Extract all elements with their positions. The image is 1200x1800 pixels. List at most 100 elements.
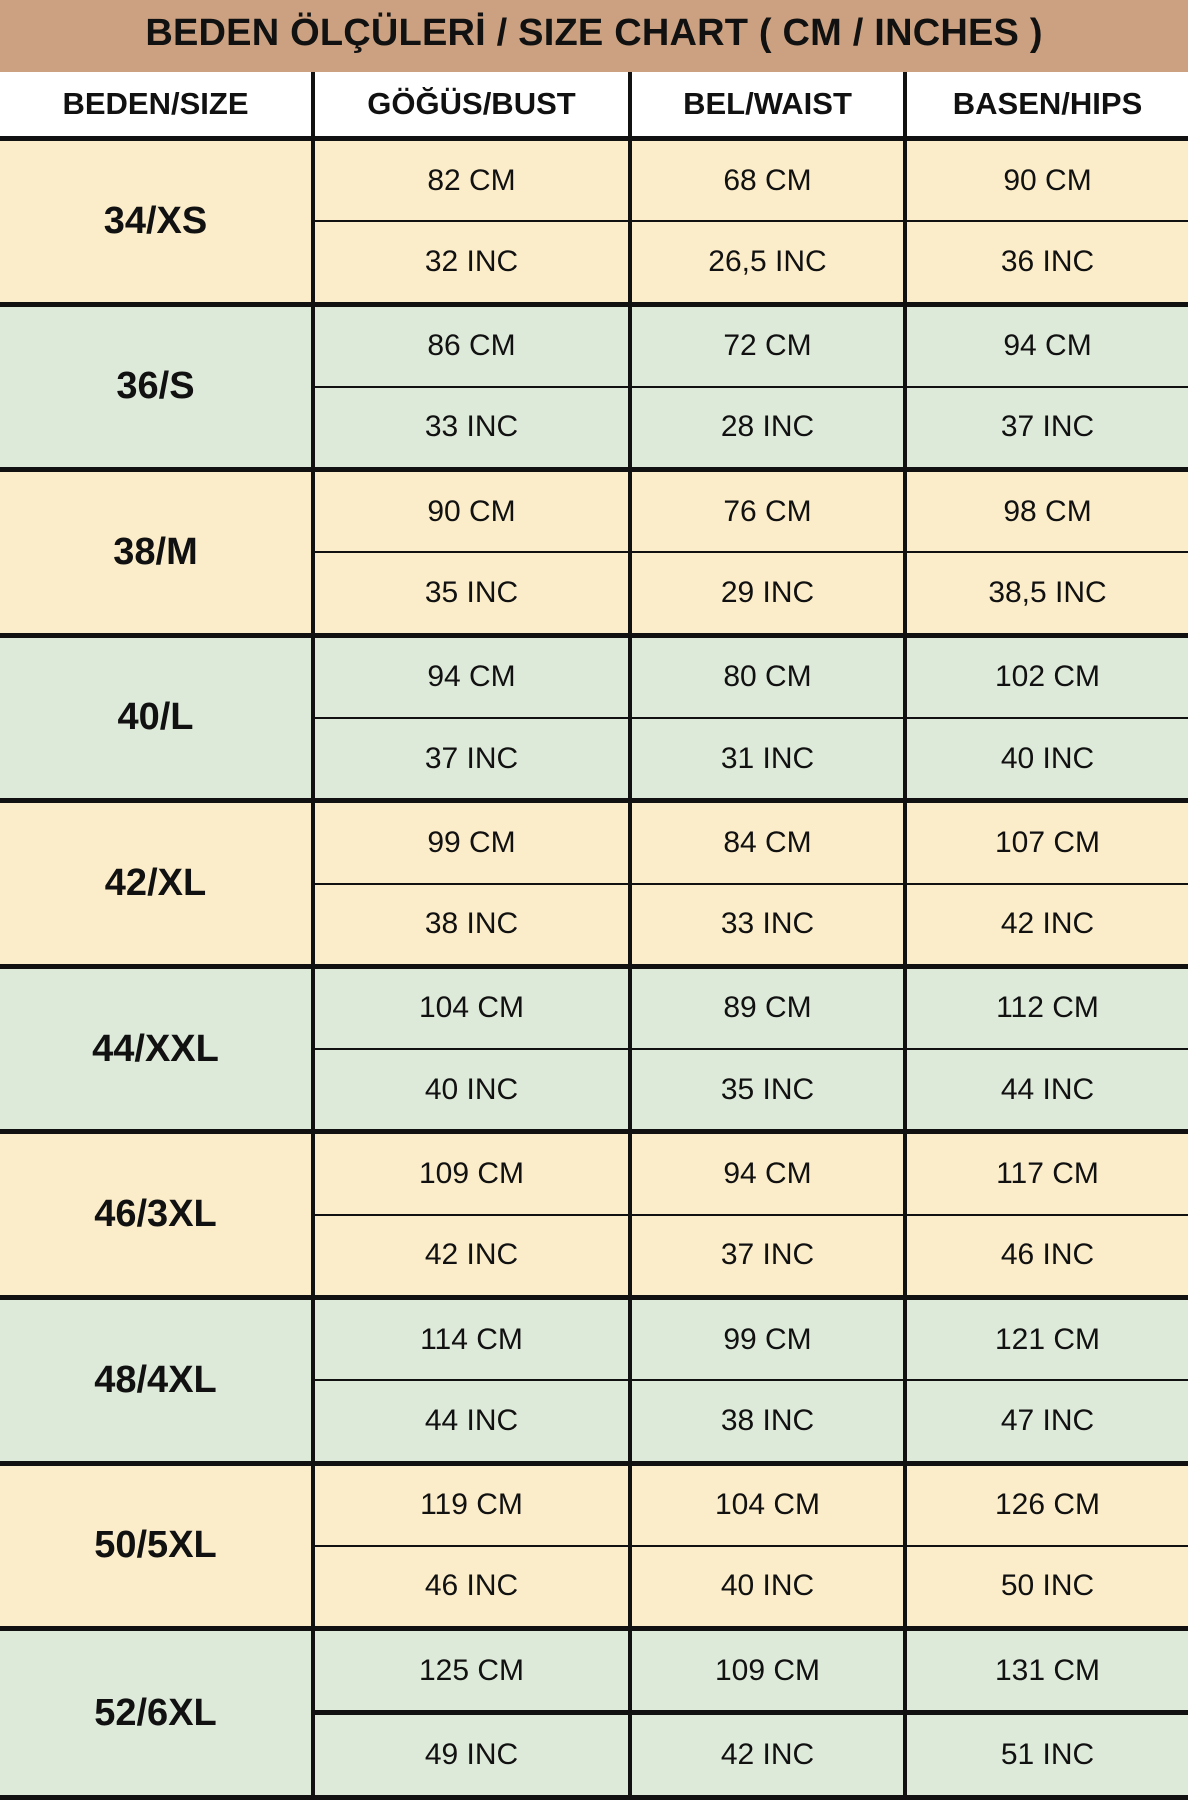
- hips-cm-cell: 131 CM: [905, 1628, 1189, 1716]
- waist-inc-cell: 31 INC: [630, 717, 907, 804]
- bust-inc-cell: 44 INC: [313, 1380, 632, 1466]
- title-row: BEDEN ÖLÇÜLERİ / SIZE CHART ( CM / INCHE…: [0, 0, 1189, 72]
- table-row: 46 INC 40 INC 50 INC: [0, 1545, 1189, 1632]
- table-header: BEDEN ÖLÇÜLERİ / SIZE CHART ( CM / INCHE…: [0, 0, 1189, 141]
- table-row: 44/XXL 104 CM 89 CM 112 CM: [0, 966, 1189, 1135]
- bust-cm-cell: 94 CM: [313, 635, 632, 719]
- hips-cm-cell: 102 CM: [905, 635, 1189, 719]
- waist-cm-cell: 109 CM: [630, 1628, 907, 1716]
- bust-cm-cell: 114 CM: [313, 1297, 632, 1382]
- hips-inc-cell: 51 INC: [905, 1712, 1189, 1800]
- bust-inc-cell: 35 INC: [313, 552, 632, 638]
- waist-cm-cell: 94 CM: [630, 1131, 907, 1216]
- table-row: 46/3XL 109 CM 94 CM 117 CM: [0, 1131, 1189, 1300]
- hips-cm-cell: 107 CM: [905, 800, 1189, 885]
- hips-cm-cell: 94 CM: [905, 304, 1189, 388]
- column-header-waist: BEL/WAIST: [630, 72, 907, 141]
- hips-inc-cell: 40 INC: [905, 717, 1189, 804]
- hips-inc-cell: 36 INC: [905, 221, 1189, 307]
- waist-inc-cell: 37 INC: [630, 1214, 907, 1300]
- bust-cm-cell: 109 CM: [313, 1131, 632, 1216]
- column-header-hips: BASEN/HIPS: [905, 72, 1189, 141]
- waist-cm-cell: 80 CM: [630, 635, 907, 719]
- hips-inc-cell: 44 INC: [905, 1049, 1189, 1135]
- bust-cm-cell: 119 CM: [313, 1463, 632, 1547]
- bust-inc-cell: 38 INC: [313, 883, 632, 969]
- waist-cm-cell: 84 CM: [630, 800, 907, 885]
- hips-inc-cell: 50 INC: [905, 1545, 1189, 1632]
- bust-cm-cell: 104 CM: [313, 966, 632, 1051]
- bust-inc-cell: 37 INC: [313, 717, 632, 804]
- table-row: 32 INC 26,5 INC 36 INC: [0, 221, 1189, 307]
- table-row: 52/6XL 125 CM 109 CM 131 CM: [0, 1628, 1189, 1800]
- bust-cm-cell: 86 CM: [313, 304, 632, 388]
- bust-inc-cell: 42 INC: [313, 1214, 632, 1300]
- table-body: 34/XS 82 CM 68 CM 90 CM 32 INC 26,5 INC 36 INC…: [0, 138, 1189, 1800]
- size-label: 48/4XL: [0, 1297, 315, 1466]
- waist-cm-cell: 104 CM: [630, 1463, 907, 1547]
- waist-cm-cell: 89 CM: [630, 966, 907, 1051]
- waist-cm-cell: 72 CM: [630, 304, 907, 388]
- waist-inc-cell: 26,5 INC: [630, 221, 907, 307]
- table-row: 42/XL 99 CM 84 CM 107 CM: [0, 800, 1189, 969]
- hips-cm-cell: 126 CM: [905, 1463, 1189, 1547]
- hips-inc-cell: 42 INC: [905, 883, 1189, 969]
- hips-inc-cell: 46 INC: [905, 1214, 1189, 1300]
- waist-cm-cell: 76 CM: [630, 469, 907, 554]
- hips-cm-cell: 121 CM: [905, 1297, 1189, 1382]
- hips-cm-cell: 90 CM: [905, 138, 1189, 223]
- table-row: 48/4XL 114 CM 99 CM 121 CM: [0, 1297, 1189, 1466]
- waist-cm-cell: 68 CM: [630, 138, 907, 223]
- size-label: 40/L: [0, 635, 315, 804]
- column-header-row: BEDEN/SIZE GÖĞÜS/BUST BEL/WAIST BASEN/HI…: [0, 72, 1189, 141]
- hips-inc-cell: 38,5 INC: [905, 552, 1189, 638]
- size-label: 38/M: [0, 469, 315, 638]
- bust-cm-cell: 99 CM: [313, 800, 632, 885]
- table-row: 40/L 94 CM 80 CM 102 CM: [0, 635, 1189, 804]
- size-label: 36/S: [0, 304, 315, 473]
- table-row: 50/5XL 119 CM 104 CM 126 CM: [0, 1463, 1189, 1632]
- waist-inc-cell: 33 INC: [630, 883, 907, 969]
- column-header-size: BEDEN/SIZE: [0, 72, 315, 141]
- chart-title: BEDEN ÖLÇÜLERİ / SIZE CHART ( CM / INCHE…: [0, 0, 1189, 72]
- table-row: 38/M 90 CM 76 CM 98 CM: [0, 469, 1189, 638]
- table-row: 42 INC 37 INC 46 INC: [0, 1214, 1189, 1300]
- waist-inc-cell: 35 INC: [630, 1049, 907, 1135]
- waist-inc-cell: 28 INC: [630, 386, 907, 473]
- table-row: 36/S 86 CM 72 CM 94 CM: [0, 304, 1189, 473]
- table-row: 40 INC 35 INC 44 INC: [0, 1049, 1189, 1135]
- bust-inc-cell: 46 INC: [313, 1545, 632, 1632]
- size-label: 52/6XL: [0, 1628, 315, 1800]
- hips-cm-cell: 117 CM: [905, 1131, 1189, 1216]
- bust-cm-cell: 82 CM: [313, 138, 632, 223]
- waist-inc-cell: 40 INC: [630, 1545, 907, 1632]
- waist-inc-cell: 38 INC: [630, 1380, 907, 1466]
- size-label: 50/5XL: [0, 1463, 315, 1632]
- table-row: 38 INC 33 INC 42 INC: [0, 883, 1189, 969]
- size-label: 44/XXL: [0, 966, 315, 1135]
- table-row: 33 INC 28 INC 37 INC: [0, 386, 1189, 473]
- table-row: 35 INC 29 INC 38,5 INC: [0, 552, 1189, 638]
- bust-inc-cell: 33 INC: [313, 386, 632, 473]
- size-label: 42/XL: [0, 800, 315, 969]
- size-label: 34/XS: [0, 138, 315, 307]
- bust-inc-cell: 40 INC: [313, 1049, 632, 1135]
- hips-inc-cell: 37 INC: [905, 386, 1189, 473]
- waist-inc-cell: 42 INC: [630, 1712, 907, 1800]
- size-label: 46/3XL: [0, 1131, 315, 1300]
- bust-inc-cell: 49 INC: [313, 1712, 632, 1800]
- bust-cm-cell: 125 CM: [313, 1628, 632, 1716]
- table-row: 34/XS 82 CM 68 CM 90 CM: [0, 138, 1189, 307]
- bust-cm-cell: 90 CM: [313, 469, 632, 554]
- hips-cm-cell: 98 CM: [905, 469, 1189, 554]
- table-row: 37 INC 31 INC 40 INC: [0, 717, 1189, 804]
- table-row: 44 INC 38 INC 47 INC: [0, 1380, 1189, 1466]
- waist-inc-cell: 29 INC: [630, 552, 907, 638]
- bust-inc-cell: 32 INC: [313, 221, 632, 307]
- column-header-bust: GÖĞÜS/BUST: [313, 72, 632, 141]
- hips-inc-cell: 47 INC: [905, 1380, 1189, 1466]
- table-row: 49 INC 42 INC 51 INC: [0, 1712, 1189, 1800]
- hips-cm-cell: 112 CM: [905, 966, 1189, 1051]
